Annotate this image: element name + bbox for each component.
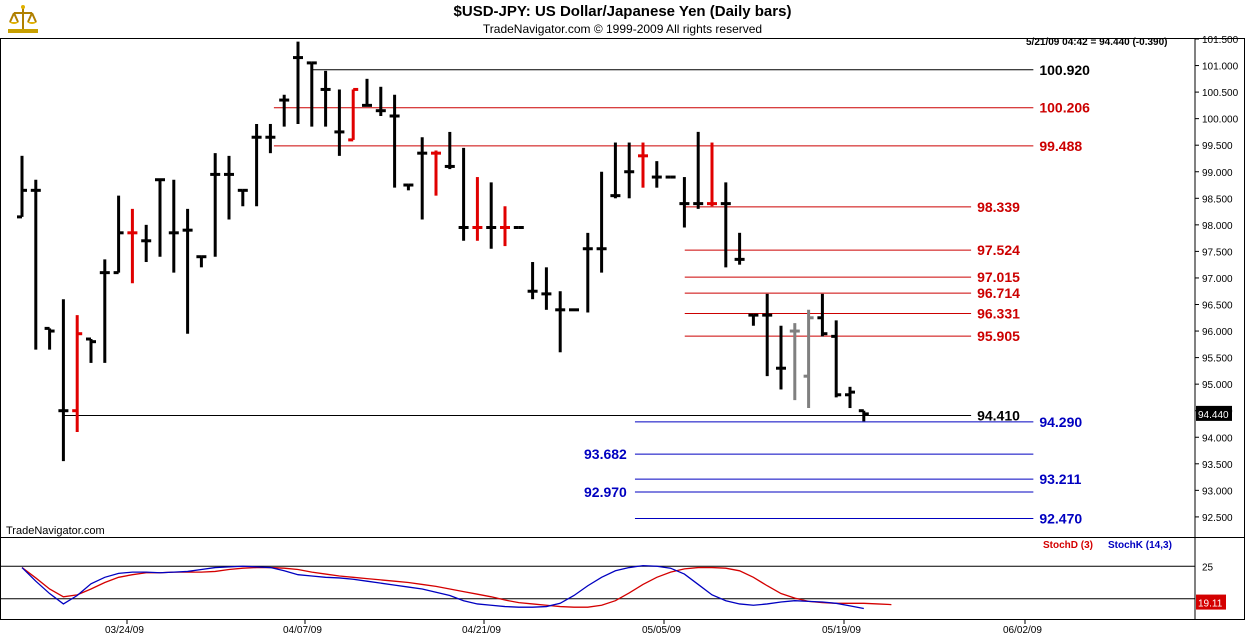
level-label: 94.290 — [1039, 414, 1082, 430]
y-tick-label: 96.500 — [1202, 301, 1233, 312]
y-tick-label: 93.500 — [1202, 460, 1233, 471]
stochastic-value-label: 19.11 — [1198, 599, 1223, 610]
y-tick-label: 98.000 — [1202, 221, 1233, 232]
stochk-line — [21, 564, 864, 610]
stochastic-value-box — [1196, 594, 1226, 610]
level-label: 95.905 — [977, 328, 1020, 344]
current-price-box — [1196, 405, 1232, 421]
stochastic-tick-label: 25 — [1202, 562, 1214, 573]
y-tick-label: 101.500 — [1202, 35, 1239, 46]
y-tick-label: 100.500 — [1202, 88, 1239, 99]
y-tick-label: 101.000 — [1202, 62, 1239, 73]
y-tick-label: 94.000 — [1202, 433, 1233, 444]
y-tick-label: 97.000 — [1202, 274, 1233, 285]
level-label: 99.488 — [1039, 138, 1082, 154]
y-tick-label: 97.500 — [1202, 247, 1233, 258]
tradenavigator-logo-icon — [6, 4, 40, 34]
y-tick-label: 95.500 — [1202, 354, 1233, 365]
level-label: 93.682 — [584, 446, 627, 462]
brand-label: TradeNavigator.com — [6, 525, 105, 537]
quote-readout: 5/21/09 04:42 = 94.440 (-0.390) — [1026, 37, 1168, 48]
level-label: 96.331 — [977, 305, 1020, 321]
x-tick-label: 04/07/09 — [283, 625, 322, 636]
x-tick-label: 05/19/09 — [822, 625, 861, 636]
level-label: 97.524 — [977, 242, 1020, 258]
level-label: 92.970 — [584, 484, 627, 500]
level-label: 100.920 — [1039, 62, 1090, 78]
level-label: 100.206 — [1039, 100, 1090, 116]
y-tick-label: 99.500 — [1202, 141, 1233, 152]
chart-title: $USD-JPY: US Dollar/Japanese Yen (Daily … — [453, 3, 792, 20]
y-tick-label: 99.000 — [1202, 168, 1233, 179]
y-tick-label: 93.000 — [1202, 486, 1233, 497]
x-tick-label: 03/24/09 — [105, 625, 144, 636]
current-price-label: 94.440 — [1198, 410, 1229, 421]
level-label: 98.339 — [977, 199, 1020, 215]
y-tick-label: 96.000 — [1202, 327, 1233, 338]
y-tick-label: 95.000 — [1202, 380, 1233, 391]
level-label: 92.470 — [1039, 510, 1082, 526]
stochd-legend: StochD (3) — [1043, 540, 1093, 551]
y-tick-label: 92.500 — [1202, 513, 1233, 524]
y-tick-label: 100.000 — [1202, 115, 1239, 126]
stochk-legend: StochK (14,3) — [1108, 540, 1172, 551]
x-tick-label: 04/21/09 — [462, 625, 501, 636]
y-tick-label: 98.500 — [1202, 194, 1233, 205]
x-tick-label: 05/05/09 — [642, 625, 681, 636]
level-label: 93.211 — [1039, 471, 1081, 487]
level-label: 97.015 — [977, 269, 1020, 285]
level-label: 96.714 — [977, 285, 1020, 301]
chart-subtitle: TradeNavigator.com © 1999-2009 All right… — [482, 22, 763, 36]
stochd-line — [21, 566, 892, 608]
x-tick-label: 06/02/09 — [1003, 625, 1042, 636]
level-label: 94.410 — [977, 407, 1020, 423]
